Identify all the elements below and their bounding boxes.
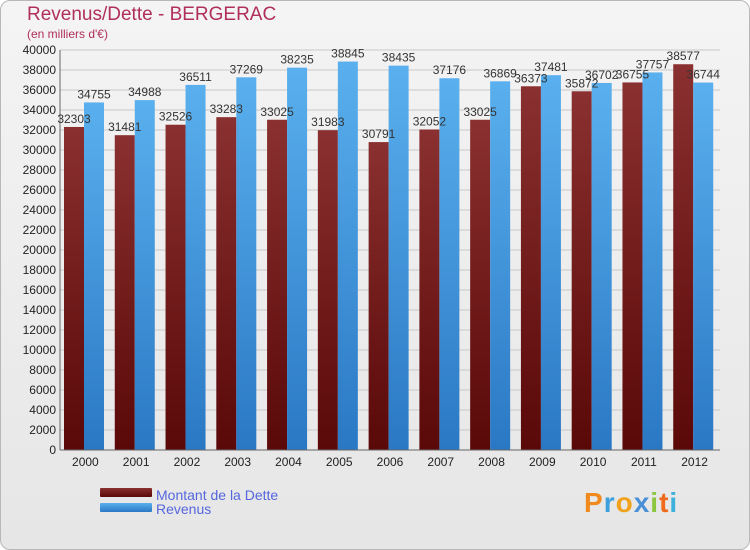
value-label-revenus: 36702 xyxy=(585,68,619,82)
value-label-revenus: 38235 xyxy=(280,53,314,67)
y-tick-label: 26000 xyxy=(23,183,57,197)
bar-dette xyxy=(216,117,237,451)
y-tick-label: 28000 xyxy=(23,163,57,177)
value-label-revenus: 37176 xyxy=(433,63,467,77)
value-label-revenus: 37757 xyxy=(636,57,670,71)
x-tick-label: 2002 xyxy=(174,455,201,469)
x-tick-label: 2008 xyxy=(478,455,505,469)
value-label-dette: 31983 xyxy=(311,115,345,129)
y-tick-label: 38000 xyxy=(23,63,57,77)
tick-labels: 0 2000 4000 6000 8000 10000 12000 14000 16000 180… xyxy=(23,43,709,469)
bar-dette xyxy=(114,135,135,450)
bar-dette xyxy=(267,119,288,450)
bar-revenus xyxy=(84,102,104,450)
y-tick-label: 30000 xyxy=(23,143,57,157)
value-label-dette: 33025 xyxy=(463,105,497,119)
x-tick-label: 2001 xyxy=(123,455,150,469)
value-label-revenus: 38435 xyxy=(382,51,416,65)
value-label-dette: 32303 xyxy=(57,112,91,126)
bar-dette xyxy=(622,82,643,450)
y-tick-label: 40000 xyxy=(23,43,57,57)
bar-revenus xyxy=(642,72,663,451)
bar-revenus xyxy=(693,82,714,450)
x-tick-label: 2004 xyxy=(275,455,302,469)
legend: Montant de la Dette Revenus xyxy=(100,487,278,517)
proxiti-logo: Proxiti xyxy=(584,487,679,518)
bar-dette xyxy=(419,129,440,451)
x-tick-label: 2007 xyxy=(427,455,454,469)
x-tick-label: 2000 xyxy=(72,455,99,469)
value-label-revenus: 36511 xyxy=(179,70,212,84)
bar-dette xyxy=(64,126,84,450)
value-label-revenus: 36869 xyxy=(483,66,517,80)
bar-dette xyxy=(520,86,541,451)
bar-revenus xyxy=(388,65,409,451)
chart-title: Revenus/Dette - BERGERAC xyxy=(27,4,277,25)
value-label-revenus: 36744 xyxy=(687,68,721,82)
y-tick-label: 18000 xyxy=(23,263,57,277)
y-tick-label: 36000 xyxy=(23,83,57,97)
y-tick-label: 32000 xyxy=(23,123,57,137)
bar-dette xyxy=(571,91,592,450)
y-tick-label: 0 xyxy=(49,443,56,457)
y-tick-label: 2000 xyxy=(29,423,56,437)
legend-swatch-dette xyxy=(100,488,152,497)
bar-dette xyxy=(317,130,338,451)
legend-label-dette: Montant de la Dette xyxy=(156,487,278,503)
value-label-dette: 38577 xyxy=(667,49,701,63)
value-label-dette: 30791 xyxy=(362,127,396,141)
value-label-revenus: 38845 xyxy=(331,47,365,61)
x-tick-label: 2006 xyxy=(377,455,404,469)
value-label-revenus: 34755 xyxy=(77,87,111,101)
value-label-dette: 31481 xyxy=(108,120,142,134)
bar-dette xyxy=(368,142,389,450)
x-tick-label: 2005 xyxy=(326,455,353,469)
bar-revenus xyxy=(337,61,358,451)
value-label-dette: 33283 xyxy=(210,102,244,116)
value-label-dette: 36755 xyxy=(616,67,650,81)
y-tick-label: 24000 xyxy=(23,203,57,217)
y-tick-label: 20000 xyxy=(23,243,57,257)
bar-dette xyxy=(470,119,491,450)
axes xyxy=(59,50,720,451)
bar-revenus xyxy=(439,78,460,451)
y-tick-label: 14000 xyxy=(23,303,57,317)
y-tick-label: 8000 xyxy=(29,363,56,377)
y-tick-label: 12000 xyxy=(23,323,57,337)
bars xyxy=(64,61,714,451)
bar-revenus xyxy=(591,82,612,450)
bar-revenus xyxy=(540,75,561,450)
bar-revenus xyxy=(236,77,257,450)
y-tick-label: 22000 xyxy=(23,223,57,237)
legend-label-revenus: Revenus xyxy=(156,501,211,517)
y-tick-label: 16000 xyxy=(23,283,57,297)
value-label-dette: 33025 xyxy=(260,105,294,119)
y-tick-label: 4000 xyxy=(29,403,56,417)
chart-subtitle: (en milliers d'€) xyxy=(27,27,108,41)
bar-revenus xyxy=(287,67,308,451)
value-label-dette: 32526 xyxy=(159,110,193,124)
legend-swatch-revenus xyxy=(100,503,152,512)
value-label-revenus: 37269 xyxy=(230,62,264,76)
x-tick-label: 2009 xyxy=(529,455,556,469)
y-tick-label: 34000 xyxy=(23,103,57,117)
bar-revenus xyxy=(134,100,155,451)
bar-dette xyxy=(165,124,186,451)
bar-revenus xyxy=(185,84,206,450)
value-label-dette: 32052 xyxy=(413,114,447,128)
x-tick-label: 2011 xyxy=(631,455,657,469)
y-tick-label: 10000 xyxy=(23,343,57,357)
value-label-revenus: 37481 xyxy=(534,60,568,74)
bar-revenus xyxy=(490,81,511,450)
y-tick-label: 6000 xyxy=(29,383,56,397)
bar-dette xyxy=(673,64,694,450)
x-tick-label: 2010 xyxy=(580,455,607,469)
value-label-dette: 36373 xyxy=(514,71,548,85)
value-label-dette: 35872 xyxy=(565,76,599,90)
value-label-revenus: 34988 xyxy=(128,85,162,99)
x-tick-label: 2003 xyxy=(224,455,251,469)
value-labels: 32303 34755 31481 34988 32526 36511 33283 37269… xyxy=(57,47,720,142)
x-tick-label: 2012 xyxy=(681,455,708,469)
